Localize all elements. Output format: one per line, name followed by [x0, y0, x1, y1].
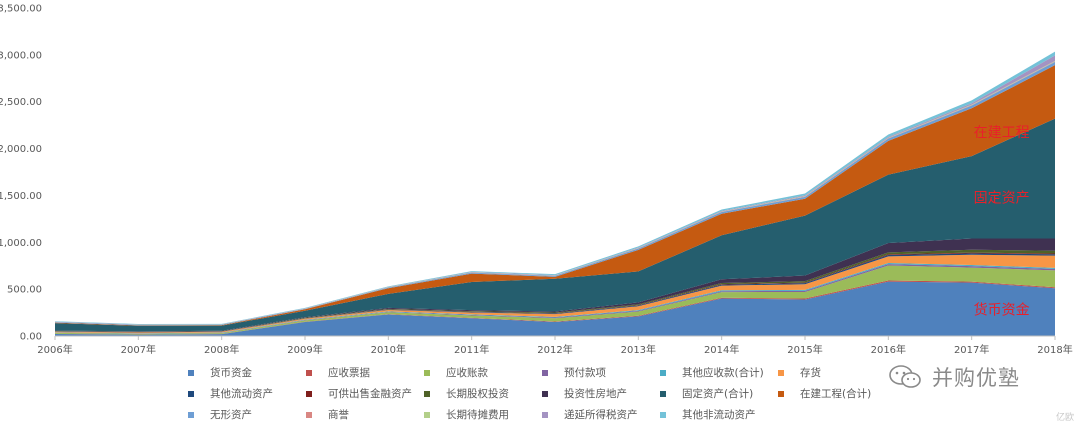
x-tick-label: 2015年: [787, 343, 822, 356]
y-tick-label: 3,500.00: [0, 4, 42, 15]
legend-item: 其他应收款(合计): [652, 364, 770, 381]
legend-label: 货币资金: [210, 367, 252, 379]
legend-label: 商誉: [328, 409, 349, 421]
y-tick-label: 3,000.00: [0, 50, 42, 61]
legend-swatch: [306, 369, 312, 376]
watermark-text: 并购优塾: [932, 366, 1020, 390]
y-tick-label: 0.00: [20, 332, 42, 343]
area-series-10: [55, 118, 1055, 332]
legend-swatch: [778, 369, 784, 376]
corner-watermark: 亿欧: [1055, 413, 1074, 423]
area-series-0: [55, 281, 1055, 336]
legend-item: 可供出售金融资产: [298, 385, 416, 402]
legend-swatch: [188, 369, 194, 376]
wechat-icon: [889, 365, 921, 388]
legend-item: 应收票据: [298, 364, 416, 381]
legend-item: 无形资产: [180, 406, 298, 423]
x-tick-label: 2006年: [37, 343, 72, 356]
legend-swatch: [542, 411, 548, 418]
legend-item: 商誉: [298, 406, 416, 423]
legend-swatch: [542, 369, 548, 376]
legend-swatch: [188, 411, 194, 418]
legend-label: 长期股权投资: [446, 388, 509, 400]
x-tick-label: 2008年: [204, 343, 239, 356]
legend-item: 预付款项: [534, 364, 652, 381]
legend-label: 其他流动资产: [210, 388, 273, 400]
legend-swatch: [660, 390, 666, 397]
x-tick-label: 2010年: [371, 343, 406, 356]
legend-label: 固定资产(合计): [682, 388, 754, 400]
y-tick-label: 1,500.00: [0, 191, 42, 202]
legend-swatch: [424, 390, 430, 397]
area-series-2: [55, 265, 1055, 335]
legend-swatch: [306, 411, 312, 418]
legend-label: 长期待摊费用: [446, 409, 509, 421]
area-series-9: [55, 238, 1055, 332]
y-axis-ticks: 0.00 500.00 1,000.00 1,500.00 2,000.00 2,500.…: [0, 4, 42, 343]
legend-item: 固定资产(合计): [652, 385, 770, 402]
legend-swatch: [778, 390, 784, 397]
legend-item: 递延所得税资产: [534, 406, 652, 423]
x-tick-label: 2016年: [871, 343, 906, 356]
legend-swatch: [424, 411, 430, 418]
x-tick-label: 2012年: [537, 343, 572, 356]
x-tick-label: 2011年: [454, 343, 489, 356]
legend-label: 投资性房地产: [564, 388, 627, 400]
y-tick-label: 1,000.00: [0, 238, 42, 249]
legend-swatch: [424, 369, 430, 376]
legend-swatch: [306, 390, 312, 397]
series-annotation: 货币资金: [974, 301, 1030, 318]
watermark: 并购优塾: [888, 362, 1020, 392]
legend-item: 投资性房地产: [534, 385, 652, 402]
legend-label: 可供出售金融资产: [328, 388, 412, 400]
legend-label: 预付款项: [564, 367, 606, 379]
legend-item: 其他流动资产: [180, 385, 298, 402]
series-annotation: 固定资产: [974, 190, 1030, 206]
x-tick-label: 2009年: [287, 343, 322, 356]
legend-item: 货币资金: [180, 364, 298, 381]
legend-label: 应收账款: [446, 367, 488, 379]
legend-label: 其他应收款(合计): [682, 367, 764, 379]
x-tick-label: 2014年: [704, 343, 739, 356]
legend-item: 长期待摊费用: [416, 406, 534, 423]
legend-item: 应收账款: [416, 364, 534, 381]
legend-label: 存货: [800, 367, 821, 379]
legend-item: 存货: [770, 364, 888, 381]
area-layers: [55, 51, 1055, 336]
legend-label: 应收票据: [328, 367, 370, 379]
legend-item: 其他非流动资产: [652, 406, 770, 423]
legend-swatch: [188, 390, 194, 397]
legend-item: 在建工程(合计): [770, 385, 888, 402]
legend-label: 在建工程(合计): [800, 388, 872, 400]
legend-item: 长期股权投资: [416, 385, 534, 402]
x-axis-ticks: 2006年 2007年 2008年 2009年 2010年 2011年 2012年 2013年…: [37, 336, 1073, 356]
y-tick-label: 500.00: [7, 285, 42, 296]
legend-label: 其他非流动资产: [682, 409, 756, 421]
series-annotation: 在建工程: [974, 125, 1030, 141]
legend-swatch: [660, 411, 666, 418]
y-tick-label: 2,000.00: [0, 144, 42, 155]
area-series-5: [55, 254, 1055, 334]
x-tick-label: 2013年: [621, 343, 656, 356]
legend-swatch: [542, 390, 548, 397]
x-tick-label: 2018年: [1037, 343, 1072, 356]
stacked-area-chart: 0.00 500.00 1,000.00 1,500.00 2,000.00 2,500.…: [0, 4, 1073, 357]
legend-label: 无形资产: [210, 409, 252, 421]
x-tick-label: 2017年: [954, 343, 989, 356]
chart-legend: 货币资金 应收票据 应收账款 预付款项 其他应收款(合计) 存货其他流动资产 可供出售金融资…: [180, 364, 890, 423]
legend-swatch: [660, 369, 666, 376]
x-tick-label: 2007年: [121, 343, 156, 356]
y-tick-label: 2,500.00: [0, 97, 42, 108]
legend-label: 递延所得税资产: [564, 409, 638, 421]
